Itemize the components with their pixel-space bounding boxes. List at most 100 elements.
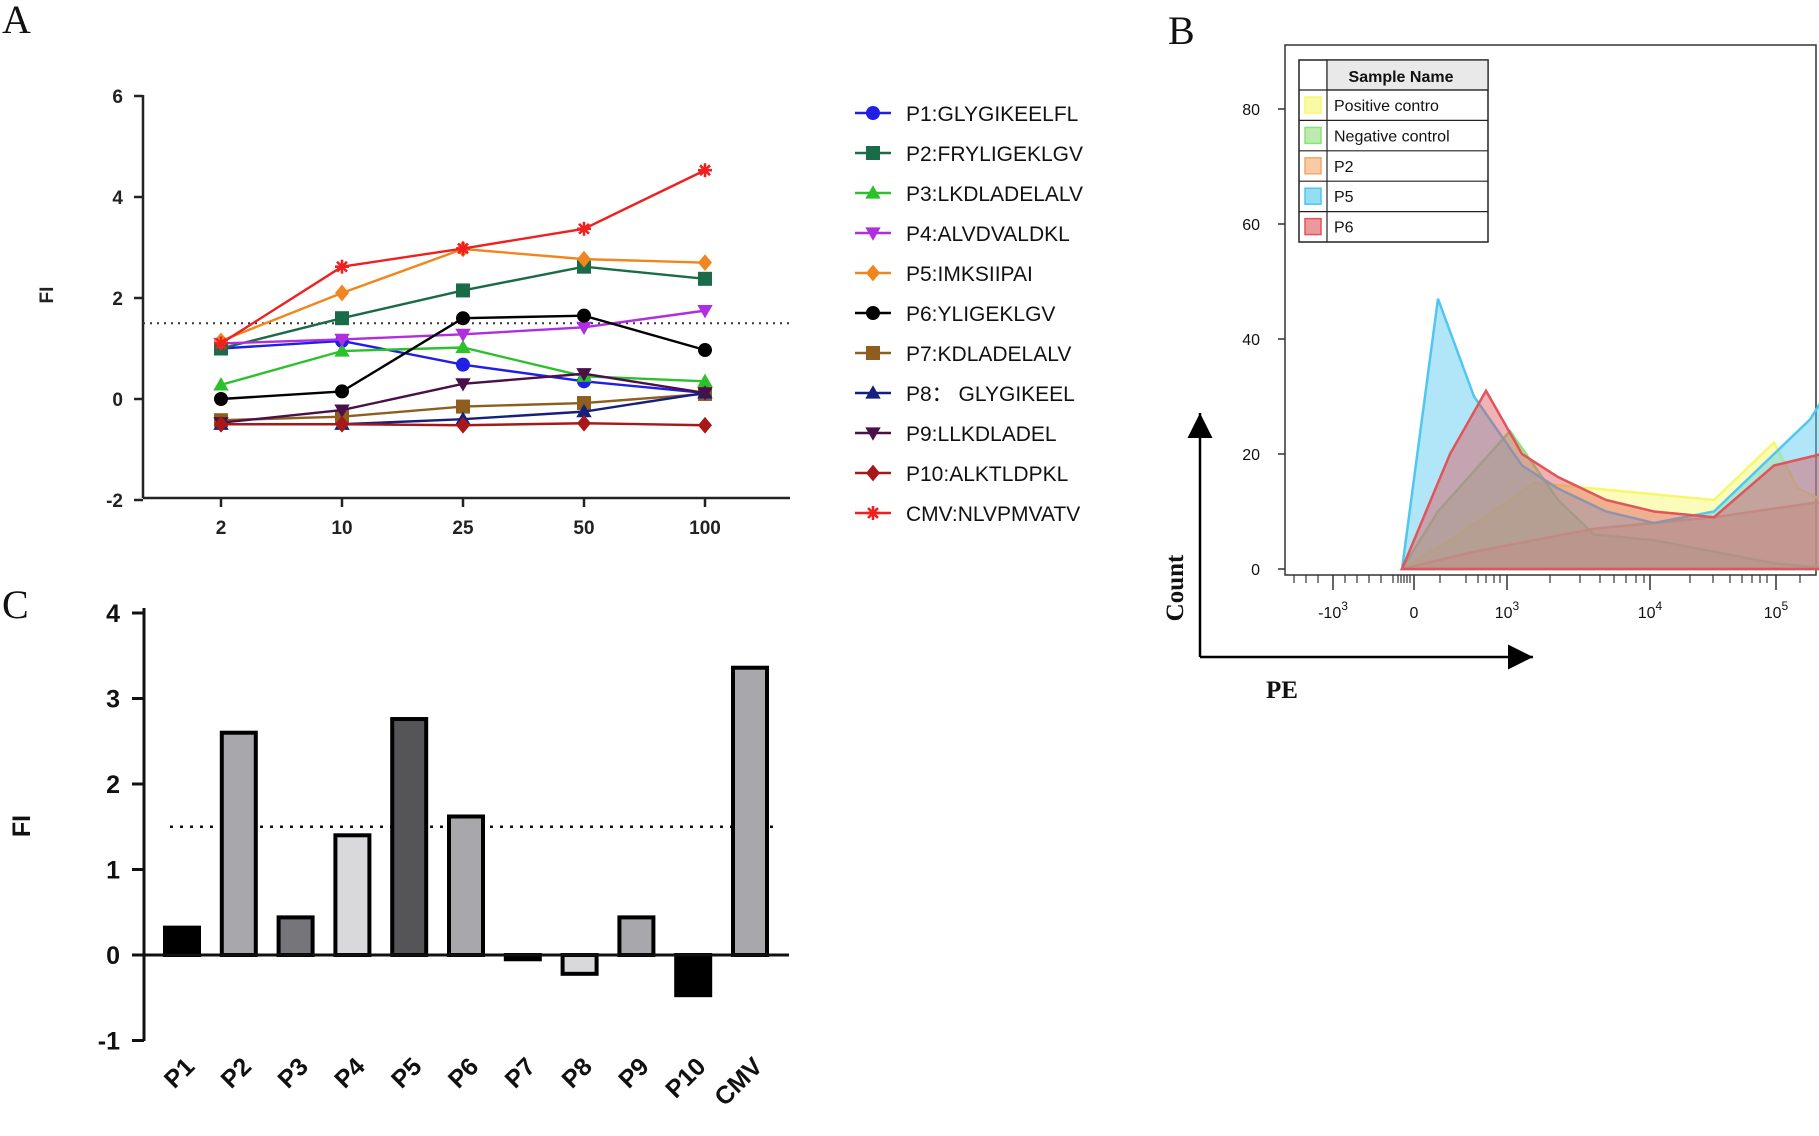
a-y-tick-label: 4 [112,188,123,209]
panel-a-line-chart: A FI -2 0 2 4 6 2 10 25 50 100 P1:GLYGIKEELFL P2:… [2,0,1083,539]
c-bar-p4 [333,833,372,957]
c-bar-p10 [674,953,713,998]
b-y-tick-label: 0 [1251,562,1260,579]
b-histogram-areas [1397,298,1819,571]
b-legend-label-5: P6 [1334,220,1354,237]
a-legend-label-7: P7:KDLADELALV [906,343,1071,366]
b-legend-swatch-5 [1304,217,1322,236]
a-point-s11-2-stroke [336,260,348,273]
b-legend-swatch-2 [1304,126,1322,145]
a-y-tick-label: 2 [112,289,123,310]
c-x-tick-label-p1: P1 [159,1052,200,1093]
a-point-s11-4 [577,221,591,236]
b-histogram-area-2 [1399,428,1819,571]
b-x-tick-base: -10 [1318,605,1341,622]
c-x-tick-label-p8: P8 [556,1052,597,1093]
a-x-ticks: 2 10 25 50 100 [216,498,721,539]
a-point-s3-2 [334,343,350,357]
b-y-axis-label: Count [1162,554,1189,621]
a-x-tick-label: 10 [331,518,352,539]
a-point-s11-1 [214,336,228,351]
a-point-s3-1 [213,377,229,391]
b-legend-label-2: Negative control [1334,128,1450,145]
b-x-tick-base: 10 [1495,605,1513,622]
a-point-s10-1 [214,415,228,433]
b-histogram-area-4 [1400,298,1819,571]
b-legend: Sample Name Positive contro Negative cont… [1298,59,1489,243]
a-point-s11-3-stroke [457,242,469,255]
b-x-axis-label: PE [1266,677,1298,704]
a-point-s2-2 [335,311,349,326]
c-y-tick-label: 3 [106,686,120,714]
a-legend-label-11: CMV:NLVPMVATV [906,503,1080,526]
a-legend-marker-11-stroke [867,507,879,519]
a-point-s1-3 [456,357,470,372]
c-y-tick-label: -1 [98,1028,120,1056]
c-bar-p9 [617,915,656,958]
a-point-s10-4 [577,414,591,432]
c-bar-p1 [163,925,201,958]
a-legend-label-10: P10:ALKTLDPKL [906,463,1068,486]
b-legend-swatch-4 [1304,187,1322,205]
b-legend-label-1: Positive contro [1334,98,1439,115]
c-y-ticks: -1 0 1 2 3 4 [98,600,144,1056]
c-bar-p8 [560,953,599,976]
a-legend-label-1: P1:GLYGIKEELFL [906,103,1078,126]
panel-b-label: B [1168,8,1195,53]
a-point-s4-5 [697,305,713,319]
c-x-tick-label-p4: P4 [329,1052,370,1093]
b-legend-rows: Positive contro Negative control P2 P5 P6 [1299,89,1488,237]
a-x-tick-label: 2 [216,518,227,539]
a-legend-label-8: P8： GLYGIKEEL [906,383,1075,406]
b-legend-header-bg [1326,59,1489,91]
a-legend-label-9: P9:LLKDLADEL [906,423,1057,446]
a-legend-marker-4 [865,227,881,241]
a-point-s11-5 [698,163,712,178]
b-legend-label-4: P5 [1334,189,1354,206]
a-legend: P1:GLYGIKEELFL P2:FRYLIGEKLGV P3:LKDLADELA… [855,103,1083,526]
a-legend-marker-10 [866,464,880,482]
c-bar-p2 [219,730,258,958]
a-y-ticks: -2 0 2 4 6 [106,87,143,512]
b-histogram-area-5 [1400,388,1819,571]
a-y-tick-label: 6 [112,87,123,108]
b-y-tick-label: 40 [1242,332,1260,349]
b-legend-swatch-1 [1304,96,1322,114]
c-y-axis-label: FI [8,815,36,837]
a-legend-marker-7 [866,346,880,360]
a-point-s6-3 [456,311,470,326]
a-point-s4-3 [455,328,471,343]
a-point-s6-5 [698,343,712,358]
c-y-tick-label: 4 [106,600,120,628]
a-point-s11-4-stroke [578,222,590,235]
a-legend-marker-11 [866,506,880,520]
c-y-tick-label: 2 [106,771,120,799]
b-histogram-area-1 [1397,440,1819,571]
a-series-group [213,163,713,434]
c-bar-cmv [731,665,769,957]
b-x-tick-label: 0 [1410,605,1419,622]
a-point-s6-1 [214,392,228,406]
a-legend-label-3: P3:LKDLADELALV [906,183,1083,206]
a-legend-marker-9 [865,427,881,441]
c-x-tick-label-p5: P5 [386,1052,427,1093]
b-legend-label-3: P2 [1334,159,1354,176]
a-point-s10-3 [456,416,470,434]
b-x-tick-label: 103 [1495,599,1520,622]
a-point-s9-5 [697,387,713,401]
b-x-tick-exponent: 3 [1341,599,1348,613]
a-legend-label-6: P6:YLIGEKLGV [906,303,1055,326]
a-point-s6-4 [577,308,591,323]
a-legend-label-4: P4:ALVDVALDKL [906,223,1070,246]
a-legend-marker-1 [866,106,880,120]
a-point-s11-2 [335,259,349,274]
a-legend-label-2: P2:FRYLIGEKLGV [906,143,1083,166]
b-x-tick-exponent: 3 [1513,599,1520,613]
b-histogram-area-3 [1401,500,1819,571]
a-x-tick-label: 25 [452,518,474,539]
a-legend-label-5: P5:IMKSIIPAI [906,263,1033,286]
